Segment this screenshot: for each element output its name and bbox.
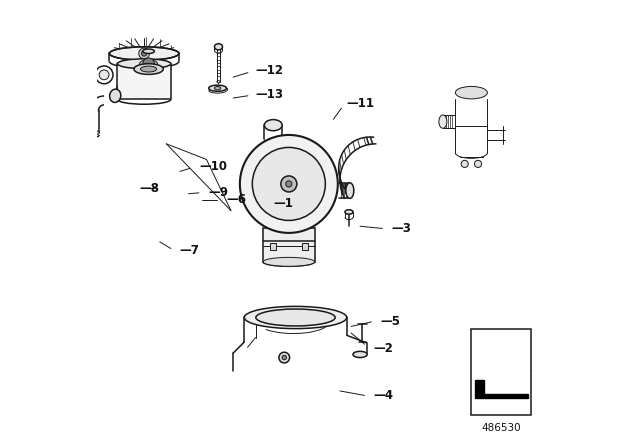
Ellipse shape: [455, 86, 488, 99]
Circle shape: [99, 70, 109, 80]
Ellipse shape: [90, 130, 99, 135]
Text: —9: —9: [209, 186, 228, 199]
Bar: [263, 228, 315, 262]
Ellipse shape: [353, 351, 367, 358]
Ellipse shape: [209, 85, 227, 91]
Circle shape: [488, 340, 508, 359]
Polygon shape: [475, 380, 528, 398]
Circle shape: [282, 355, 287, 360]
Ellipse shape: [346, 183, 354, 198]
Circle shape: [240, 135, 338, 233]
Circle shape: [285, 181, 292, 187]
Text: —12: —12: [255, 64, 284, 77]
Bar: [269, 243, 276, 250]
Text: —10: —10: [200, 159, 228, 172]
Circle shape: [141, 51, 147, 56]
Text: —7: —7: [180, 244, 200, 257]
Text: —4: —4: [373, 389, 394, 402]
Ellipse shape: [345, 210, 353, 214]
Ellipse shape: [109, 47, 179, 60]
Text: 486530: 486530: [482, 423, 521, 433]
Text: —11: —11: [347, 97, 374, 110]
Circle shape: [493, 344, 504, 355]
Ellipse shape: [134, 64, 163, 74]
Circle shape: [95, 66, 113, 84]
Text: —3: —3: [391, 222, 411, 235]
Ellipse shape: [214, 86, 221, 90]
Circle shape: [474, 160, 482, 168]
Ellipse shape: [141, 66, 157, 72]
Ellipse shape: [256, 309, 335, 326]
Text: —1: —1: [273, 198, 293, 211]
Circle shape: [143, 58, 154, 69]
Ellipse shape: [140, 60, 157, 68]
Circle shape: [281, 176, 297, 192]
Text: —6: —6: [227, 193, 246, 206]
Circle shape: [139, 48, 150, 59]
Bar: [301, 243, 308, 250]
Ellipse shape: [439, 115, 447, 128]
Ellipse shape: [244, 306, 347, 329]
Bar: [117, 64, 171, 99]
Bar: [472, 329, 531, 415]
Ellipse shape: [143, 49, 154, 53]
Ellipse shape: [117, 59, 171, 69]
Ellipse shape: [264, 120, 282, 131]
Text: —13: —13: [255, 88, 284, 101]
Circle shape: [461, 160, 468, 168]
Text: —8: —8: [140, 182, 160, 195]
Ellipse shape: [214, 44, 223, 50]
Circle shape: [279, 352, 289, 363]
Circle shape: [252, 147, 325, 220]
Text: —2: —2: [373, 342, 394, 355]
Ellipse shape: [263, 258, 315, 266]
Text: —5: —5: [380, 315, 400, 328]
Ellipse shape: [109, 89, 121, 103]
